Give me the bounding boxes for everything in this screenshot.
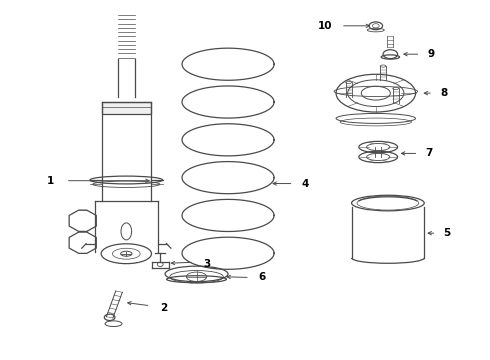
Text: 6: 6 (258, 272, 265, 282)
Text: 3: 3 (203, 259, 210, 269)
Text: 2: 2 (160, 303, 168, 312)
Text: 4: 4 (302, 179, 309, 189)
Text: 9: 9 (428, 49, 435, 59)
Text: 8: 8 (440, 88, 447, 98)
Text: 1: 1 (47, 176, 53, 186)
FancyBboxPatch shape (102, 102, 150, 114)
Text: 7: 7 (425, 148, 433, 158)
Text: 10: 10 (318, 21, 332, 31)
Text: 5: 5 (443, 228, 451, 238)
